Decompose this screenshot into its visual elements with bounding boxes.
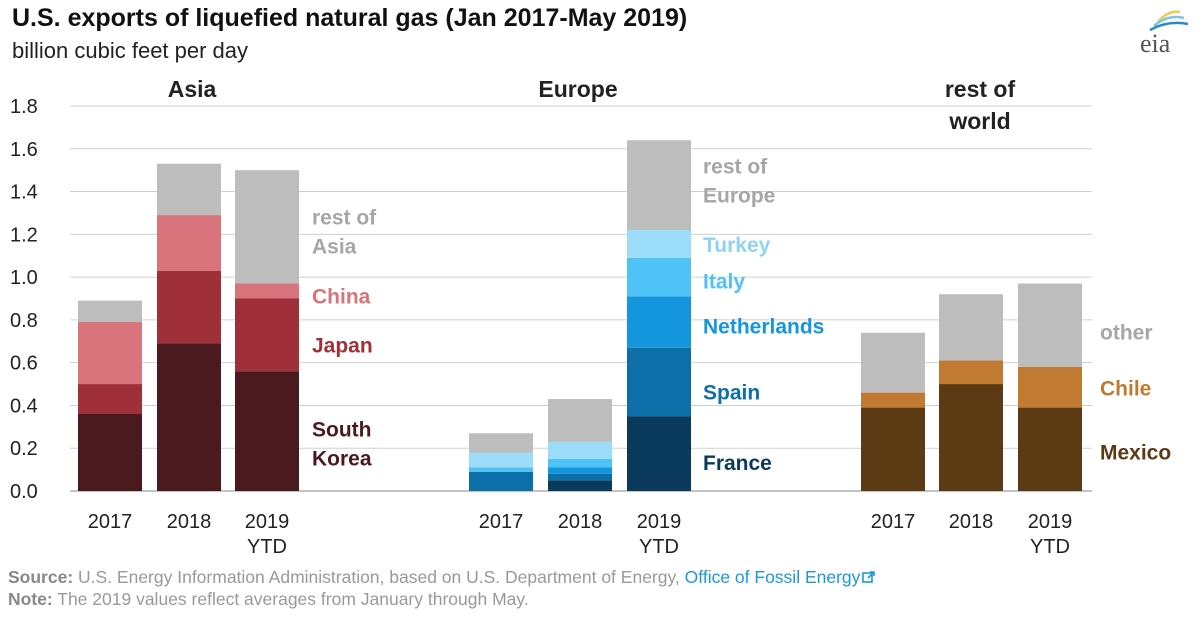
bar-segment [627,347,691,417]
series-label: South [312,418,371,441]
y-tick-label: 0.4 [10,395,38,417]
series-label: Europe [703,184,775,207]
bar-segment [235,283,299,299]
bar-segment [548,473,612,481]
series-label: rest of [312,207,377,230]
series-label: Netherlands [703,315,824,338]
note-text: The 2019 values reflect averages from Ja… [52,589,529,609]
bar-segment [1018,366,1082,408]
x-tick-label: YTD [247,536,287,558]
bar-segment [157,343,221,491]
series-label: Korea [312,447,372,470]
bar-segment [469,433,533,453]
bar-segment [469,467,533,472]
y-tick-label: 0.8 [10,310,38,332]
region-label: Europe [538,76,617,102]
region-label: Asia [168,76,217,102]
y-tick-label: 1.8 [10,96,38,118]
bar-segment [157,270,221,344]
chart-footer: Source: U.S. Energy Information Administ… [8,566,876,610]
y-tick-label: 0.2 [10,438,38,460]
bar-segment [157,163,221,216]
region-label: rest of [945,76,1016,102]
y-tick-label: 1.4 [10,182,38,204]
x-tick-label: 2018 [167,511,212,533]
bar-segment [548,441,612,459]
stacked-bar-chart: 0.0 0.2 0.4 0.6 0.8 1.0 1.2 1.4 1.6 1.8 Asia 2017 20… [10,76,1171,558]
y-tick-label: 1.0 [10,267,38,289]
y-tick-label: 1.2 [10,224,38,246]
bar-segment [78,414,142,491]
bar-segment [548,467,612,474]
bar-segment [1018,407,1082,491]
bar-segment [627,230,691,258]
bar-segment [627,416,691,491]
bar-segment [1018,283,1082,367]
note-label: Note: [8,589,53,609]
bar-segment [157,215,221,271]
x-tick-label: 2017 [88,511,133,533]
bar-segment [548,480,612,491]
region-label: world [948,108,1010,134]
source-text: U.S. Energy Information Administration, … [73,567,685,587]
series-label: France [703,452,772,475]
x-tick-label: 2019 [245,511,290,533]
bar-segment [235,298,299,372]
series-label: Turkey [703,234,771,257]
bar-segment [548,399,612,442]
bar-segment [861,407,925,491]
x-tick-label: 2018 [558,511,603,533]
x-tick-label: 2018 [949,511,994,533]
chart-subtitle: billion cubic feet per day [12,38,249,63]
bar-segment [939,360,1003,385]
external-link-icon[interactable] [862,570,876,584]
source-link[interactable]: Office of Fossil Energy [684,567,861,587]
bar-segment [627,140,691,231]
bar-segment [939,384,1003,491]
series-label: Spain [703,382,760,405]
y-tick-label: 0.6 [10,353,38,375]
bar-segment [861,332,925,393]
note-line: Note: The 2019 values reflect averages f… [8,588,876,610]
bar-segment [78,300,142,323]
bar-segment [627,296,691,348]
series-label: Italy [703,270,745,293]
source-line: Source: U.S. Energy Information Administ… [8,566,876,588]
bar-segment [627,257,691,297]
bar-segment [548,458,612,468]
x-tick-label: 2019 [1028,511,1073,533]
eia-logo-icon: eia [1140,10,1189,56]
series-label: Asia [312,236,357,259]
y-tick-label: 0.0 [10,481,38,503]
eia-logo-text: eia [1140,29,1171,56]
series-label: Chile [1100,377,1151,400]
bar-segment [469,471,533,491]
x-tick-label: YTD [639,536,679,558]
series-label: China [312,285,371,308]
y-tick-label: 1.6 [10,139,38,161]
bar-segment [78,384,142,414]
bar-segment [235,170,299,284]
x-tick-label: 2017 [479,511,524,533]
x-tick-label: 2017 [871,511,916,533]
chart-title: U.S. exports of liquefied natural gas (J… [12,4,688,32]
series-label: other [1100,322,1153,345]
bar-segment [78,322,142,385]
bar-segment [235,371,299,491]
series-label: Japan [312,335,373,358]
x-tick-label: 2019 [637,511,682,533]
x-tick-label: YTD [1030,536,1070,558]
bar-segment [469,452,533,468]
series-label: Mexico [1100,442,1171,465]
series-label: rest of [703,155,768,178]
source-label: Source: [8,567,74,587]
bar-segment [939,294,1003,361]
bar-segment [861,392,925,408]
